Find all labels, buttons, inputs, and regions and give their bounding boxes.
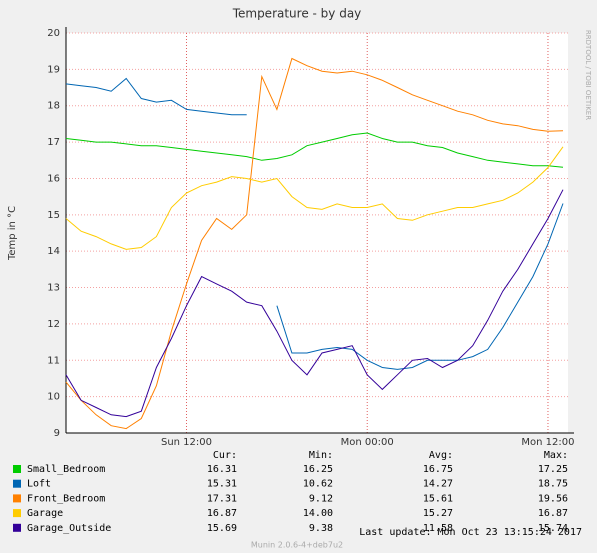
legend-stat: 15.74 bbox=[538, 523, 568, 534]
y-tick-label: 11 bbox=[47, 355, 60, 366]
legend-stat: 15.27 bbox=[423, 508, 453, 519]
legend-label: Loft bbox=[27, 479, 51, 490]
legend-stat: 16.87 bbox=[538, 508, 568, 519]
legend-header: Min: bbox=[309, 450, 333, 461]
legend-stat: 17.31 bbox=[207, 493, 237, 504]
legend-stat: 10.62 bbox=[303, 479, 333, 490]
legend-stat: 16.87 bbox=[207, 508, 237, 519]
legend-stat: 14.27 bbox=[423, 479, 453, 490]
legend-label: Garage bbox=[27, 508, 63, 519]
y-tick-label: 12 bbox=[47, 319, 60, 330]
legend-stat: 16.31 bbox=[207, 464, 237, 475]
legend-stat: 16.25 bbox=[303, 464, 333, 475]
series-line bbox=[65, 189, 564, 418]
legend-stat: 11.58 bbox=[423, 523, 453, 534]
legend-header: Avg: bbox=[429, 450, 453, 461]
side-label: RRDTOOL / TOBI OETIKER bbox=[584, 30, 592, 120]
series-line bbox=[65, 146, 564, 250]
legend-stat: 9.38 bbox=[309, 523, 333, 534]
legend-swatch bbox=[13, 509, 21, 518]
y-tick-label: 18 bbox=[47, 101, 60, 112]
legend-stat: 16.75 bbox=[423, 464, 453, 475]
legend-label: Small_Bedroom bbox=[27, 464, 105, 475]
x-tick-label: Mon 00:00 bbox=[341, 437, 394, 448]
legend-stat: 15.61 bbox=[423, 493, 453, 504]
legend-stat: 14.00 bbox=[303, 508, 333, 519]
series-line bbox=[65, 132, 564, 168]
last-update: Last update: Mon Oct 23 13:15:24 2017 bbox=[359, 527, 582, 538]
footer: Munin 2.0.6-4+deb7u2 bbox=[251, 541, 343, 550]
legend-stat: 17.25 bbox=[538, 464, 568, 475]
legend-stat: 9.12 bbox=[309, 493, 333, 504]
legend-swatch bbox=[13, 479, 21, 488]
legend-swatch bbox=[13, 465, 21, 473]
legend-header: Cur: bbox=[213, 450, 237, 461]
y-tick-label: 16 bbox=[47, 173, 60, 184]
y-tick-label: 17 bbox=[47, 137, 60, 148]
y-tick-label: 19 bbox=[47, 64, 60, 75]
legend-label: Garage_Outside bbox=[27, 523, 111, 534]
series-line bbox=[65, 77, 564, 370]
y-tick-label: 14 bbox=[47, 246, 60, 257]
legend-label: Front_Bedroom bbox=[27, 493, 105, 504]
legend-stat: 19.56 bbox=[538, 493, 568, 504]
x-tick-label: Sun 12:00 bbox=[161, 437, 212, 448]
plot-area bbox=[66, 33, 568, 433]
series-line bbox=[65, 57, 564, 430]
legend-header: Max: bbox=[544, 450, 568, 461]
y-tick-label: 10 bbox=[47, 392, 60, 403]
y-tick-label: 20 bbox=[47, 28, 60, 39]
y-tick-label: 9 bbox=[54, 428, 60, 439]
y-tick-label: 13 bbox=[47, 283, 60, 294]
legend-swatch bbox=[13, 494, 21, 503]
x-tick-label: Mon 12:00 bbox=[521, 437, 574, 448]
legend-stat: 15.69 bbox=[207, 523, 237, 534]
chart-title: Temperature - by day bbox=[232, 7, 362, 21]
y-tick-label: 15 bbox=[47, 210, 60, 221]
legend-stat: 18.75 bbox=[538, 479, 568, 490]
legend-swatch bbox=[13, 523, 21, 532]
legend-stat: 15.31 bbox=[207, 479, 237, 490]
y-axis-label: Temp in °C bbox=[7, 206, 18, 261]
